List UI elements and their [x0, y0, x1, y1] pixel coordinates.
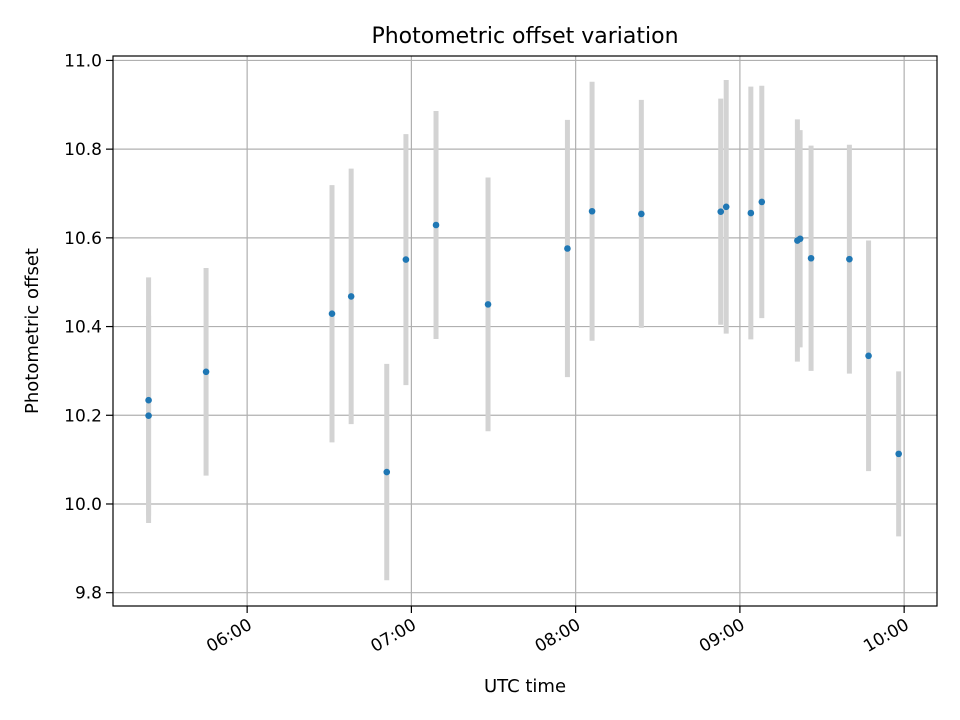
- y-tick-label: 10.6: [64, 229, 102, 249]
- data-point: [865, 352, 872, 360]
- data-point: [145, 396, 152, 404]
- y-tick-label: 10.2: [64, 406, 102, 426]
- data-point: [717, 208, 725, 215]
- y-tick-label: 10.4: [64, 318, 102, 338]
- data-point: [846, 255, 853, 263]
- y-tick-label: 11.0: [64, 51, 102, 71]
- y-axis: 9.8 10.0 10.2 10.4 10.6 10.8 11.0: [64, 51, 113, 604]
- data-point: [722, 203, 730, 211]
- data-point: [564, 245, 571, 252]
- data-point: [638, 210, 645, 218]
- chart-title: Photometric offset variation: [371, 24, 678, 49]
- data-point: [807, 254, 815, 262]
- data-point: [588, 207, 596, 215]
- data-point: [202, 368, 210, 376]
- plot-frame: [112, 55, 938, 607]
- data-point: [758, 198, 766, 206]
- data-point: [432, 221, 440, 229]
- y-tick-label: 10.8: [64, 140, 102, 160]
- y-tick-label: 10.0: [64, 495, 102, 515]
- data-point: [383, 468, 391, 476]
- data-point: [796, 235, 804, 243]
- y-axis-label: Photometric offset: [22, 248, 43, 414]
- markers: [145, 198, 902, 476]
- data-point: [895, 450, 902, 458]
- x-axis-label: UTC time: [484, 676, 566, 697]
- data-point: [347, 293, 355, 300]
- data-point: [145, 412, 152, 420]
- data-point: [747, 209, 755, 217]
- data-point: [328, 310, 336, 318]
- data-point: [402, 256, 410, 263]
- data-point: [484, 301, 492, 308]
- y-tick-label: 9.8: [75, 584, 102, 604]
